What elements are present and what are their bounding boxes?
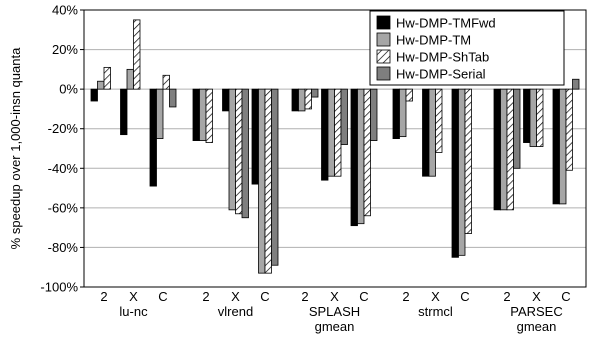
y-tick-label: -20%: [48, 121, 79, 136]
subgroup-label: 2: [402, 289, 409, 304]
bar-hw-dmp-shtab: [162, 74, 170, 90]
bar-hw-dmp-shtab: [235, 88, 243, 215]
bar-hw-dmp-tmfwd: [350, 88, 358, 227]
bar-hw-dmp-tm: [357, 88, 365, 225]
subgroup-label: C: [460, 289, 469, 304]
bar-hw-dmp-tmfwd: [291, 88, 299, 112]
axes: [80, 9, 587, 288]
legend-swatch: [376, 32, 391, 47]
legend-swatch: [376, 15, 391, 30]
bar-hw-dmp-tmfwd: [422, 88, 430, 177]
legend-swatch: [376, 49, 391, 64]
subgroup-label: 2: [301, 289, 308, 304]
bar-hw-dmp-serial: [169, 88, 177, 108]
bar-hw-dmp-tm: [500, 88, 508, 211]
y-tick-label: -100%: [40, 280, 78, 295]
plot-frame: [83, 9, 587, 288]
group-label: vlrend: [218, 304, 253, 319]
subgroup-label: X: [330, 289, 339, 304]
bar-hw-dmp-serial: [340, 88, 348, 145]
subgroup-label: 2: [503, 289, 510, 304]
bar-hw-dmp-shtab: [435, 88, 443, 153]
bar-hw-dmp-tm: [258, 88, 266, 274]
legend-entry: Hw-DMP-TM: [396, 33, 471, 48]
bar-hw-dmp-tmfwd: [392, 88, 400, 140]
subgroup-label: 2: [100, 289, 107, 304]
bar-hw-dmp-shtab: [506, 88, 514, 211]
y-tick-label: -80%: [48, 240, 79, 255]
bar-hw-dmp-tm: [399, 88, 407, 138]
legend-entry: Hw-DMP-Serial: [396, 67, 486, 82]
bar-hw-dmp-serial: [271, 88, 279, 266]
bar-hw-dmp-tm: [199, 88, 207, 141]
bar-hw-dmp-shtab: [565, 88, 573, 171]
y-tick-label: 20%: [52, 42, 78, 57]
y-tick-label: 0%: [59, 82, 78, 97]
bar-hw-dmp-tm: [428, 88, 436, 177]
bar-hw-dmp-tmfwd: [149, 88, 157, 187]
bars: [90, 19, 580, 274]
bar-hw-dmp-tmfwd: [493, 88, 501, 211]
subgroup-label: X: [129, 289, 138, 304]
bar-hw-dmp-tm: [228, 88, 236, 211]
y-tick-label: -40%: [48, 161, 79, 176]
subgroup-label: X: [532, 289, 541, 304]
y-axis-label: % speedup over 1,000-insn quanta: [8, 47, 23, 249]
group-label: gmean: [517, 319, 557, 334]
bar-hw-dmp-tm: [529, 88, 537, 147]
bar-hw-dmp-serial: [513, 88, 521, 169]
bar-hw-dmp-serial: [311, 88, 319, 98]
legend-entry: Hw-DMP-ShTab: [396, 50, 489, 65]
bar-hw-dmp-shtab: [363, 88, 371, 217]
bar-hw-dmp-shtab: [205, 88, 213, 143]
bar-hw-dmp-shtab: [405, 88, 413, 102]
legend-swatch: [376, 66, 391, 81]
bar-hw-dmp-tm: [156, 88, 164, 140]
bar-hw-dmp-shtab: [133, 19, 141, 90]
bar-hw-dmp-tm: [458, 88, 466, 256]
legend-box: [369, 10, 565, 86]
bar-hw-dmp-shtab: [103, 66, 111, 90]
bar-hw-dmp-tmfwd: [222, 88, 230, 112]
subgroup-label: C: [158, 289, 167, 304]
group-label: SPLASH: [309, 304, 360, 319]
labels: -100% -80% -60% -40% -20% 0% 20% 40% 2 X Clu-nc 2 X C…: [40, 3, 570, 335]
subgroup-label: X: [431, 289, 440, 304]
bar-hw-dmp-shtab: [536, 88, 544, 147]
subgroup-label: X: [231, 289, 240, 304]
bar-hw-dmp-tmfwd: [120, 88, 128, 136]
bar-hw-dmp-tm: [126, 68, 134, 90]
y-tick-label: -60%: [48, 200, 79, 215]
bar-hw-dmp-tmfwd: [451, 88, 459, 258]
bar-hw-dmp-tmfwd: [90, 88, 98, 102]
bar-hw-dmp-tm: [298, 88, 306, 112]
bar-hw-dmp-tmfwd: [192, 88, 200, 141]
legend: Hw-DMP-TMFwd Hw-DMP-TM Hw-DMP-ShTab Hw-DMP-…: [369, 10, 565, 86]
subgroup-label: C: [561, 289, 570, 304]
bar-hw-dmp-tmfwd: [523, 88, 531, 143]
group-label: PARSEC: [510, 304, 563, 319]
bar-hw-dmp-shtab: [464, 88, 472, 234]
bar-hw-dmp-tm: [559, 88, 567, 205]
bar-hw-dmp-tmfwd: [251, 88, 259, 185]
subgroup-label: 2: [202, 289, 209, 304]
group-label: gmean: [315, 319, 355, 334]
bar-hw-dmp-tmfwd: [552, 88, 560, 205]
bar-hw-dmp-serial: [241, 88, 249, 219]
legend-entry: Hw-DMP-TMFwd: [396, 16, 496, 31]
bar-hw-dmp-shtab: [304, 88, 312, 110]
bar-hw-dmp-shtab: [264, 88, 272, 274]
bar-hw-dmp-tm: [97, 80, 105, 90]
group-label: lu-nc: [119, 304, 148, 319]
group-label: strmcl: [418, 304, 453, 319]
subgroup-label: C: [359, 289, 368, 304]
bar-hw-dmp-serial: [572, 78, 580, 90]
y-tick-label: 40%: [52, 3, 78, 18]
bar-hw-dmp-tm: [327, 88, 335, 177]
bar-hw-dmp-serial: [370, 88, 378, 141]
subgroup-label: C: [260, 289, 269, 304]
bar-hw-dmp-tmfwd: [321, 88, 329, 181]
bar-hw-dmp-shtab: [334, 88, 342, 177]
